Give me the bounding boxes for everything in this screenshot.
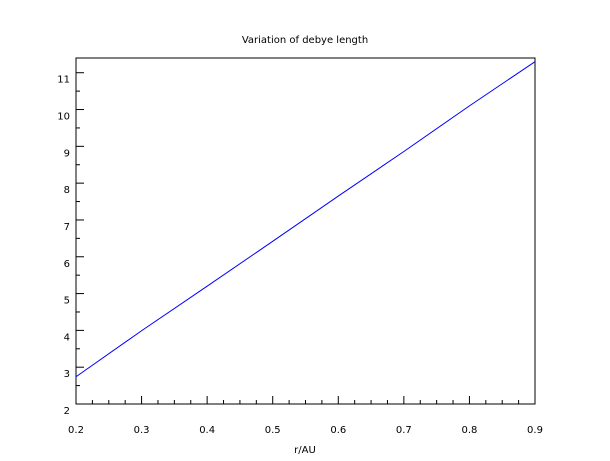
y-tick-label: 4 — [64, 332, 70, 343]
x-tick-label: 0.3 — [134, 425, 150, 436]
y-tick-label: 10 — [57, 112, 70, 123]
y-tick-label: 7 — [64, 222, 70, 233]
series-line — [75, 61, 536, 378]
x-axis: 0.2 0.3 0.4 0.5 0.6 0.7 0.8 0.9 — [68, 396, 543, 436]
x-tick-label: 0.6 — [330, 425, 346, 436]
x-tick-label: 0.2 — [68, 425, 84, 436]
y-tick-label: 11 — [57, 75, 70, 86]
x-axis-label: r/AU — [294, 445, 316, 456]
x-tick-label: 0.7 — [396, 425, 412, 436]
x-tick-label: 0.4 — [199, 425, 215, 436]
y-tick-label: 5 — [64, 296, 70, 307]
y-tick-label: 8 — [64, 185, 70, 196]
chart-title: Variation of debye length — [242, 35, 368, 46]
y-axis: 2 3 4 5 6 7 8 9 10 11 — [57, 72, 84, 417]
y-tick-label: 6 — [64, 259, 70, 270]
y-tick-label: 3 — [64, 369, 70, 380]
x-tick-label: 0.9 — [527, 425, 543, 436]
x-tick-label: 0.8 — [461, 425, 477, 436]
y-tick-label: 2 — [64, 406, 70, 417]
y-tick-label: 9 — [64, 148, 70, 159]
plot-frame — [75, 57, 536, 405]
x-tick-label: 0.5 — [265, 425, 281, 436]
series-group — [75, 61, 536, 378]
